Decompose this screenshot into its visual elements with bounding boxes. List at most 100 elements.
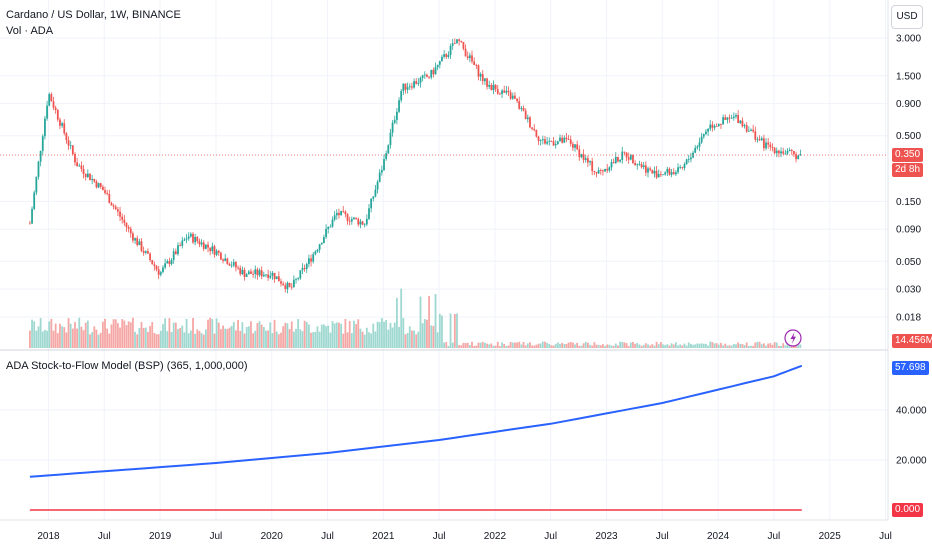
volume-bar [207,319,209,348]
candle [698,137,701,152]
candle [305,262,308,274]
volume-bar [136,334,139,348]
candle [737,110,740,124]
candle [584,154,587,163]
volume-bar [739,343,742,348]
candle [224,253,227,262]
volume-bar [267,330,270,348]
indicator-legend[interactable]: ADA Stock-to-Flow Model (BSP) (365, 1,00… [6,360,248,372]
candle [91,174,94,185]
candle [735,112,737,119]
volume-bar [406,333,409,348]
candle [496,85,499,95]
time-axis-labels[interactable]: 2018 Jul 2019 Jul 2020 Jul 2021 Jul 2022 Jul 2023 J… [37,531,892,542]
volume-bar [408,326,411,348]
volume-bar [350,333,353,348]
candle [116,206,119,217]
candle [775,147,778,158]
candle [292,275,295,289]
candle [612,158,615,164]
volume-bar [709,341,712,348]
volume-bar [531,345,533,348]
volume-bar [758,341,761,348]
candle [413,78,415,89]
volume-bar [634,343,637,348]
volume-bar [797,342,800,348]
candle [404,83,407,94]
currency-button[interactable]: USD [891,5,923,29]
volume-bar [140,322,143,348]
candle [747,126,750,132]
candle [174,248,177,255]
volume-bar [297,318,300,348]
candle [65,132,68,144]
volume-bar [595,344,598,348]
volume-bar [286,323,289,348]
candle [793,150,795,157]
price-tick-label: 0.018 [896,313,921,324]
candle [250,268,252,275]
volume-bar [451,342,454,348]
candle [140,238,143,253]
volume-bar [574,344,576,348]
candle [589,160,591,166]
candle [282,281,285,286]
candle [48,92,51,107]
candle [142,246,145,256]
candle [760,136,763,142]
volume-bar [677,345,679,348]
candle [237,265,239,271]
volume-bar [56,333,59,348]
time-tick-label: 2020 [261,531,284,542]
volume-bar [674,342,677,348]
volume-bar [365,327,368,348]
volume-bar [666,344,669,348]
candle [421,74,424,82]
candle [372,195,375,202]
candle [640,161,643,169]
candle [713,124,716,131]
candle [520,105,523,112]
candle [243,267,246,281]
candle [39,150,42,167]
candle [346,213,349,225]
candle [33,190,36,211]
volume-bar [715,343,718,348]
candle [773,146,776,155]
volume-bar [499,346,501,348]
volume-bar [743,345,746,348]
candle [428,75,430,80]
candle [655,166,658,180]
price-axis-labels[interactable]: 3.000 1.500 0.900 0.500 0.150 0.090 0.050 0.030… [896,34,927,467]
volume-legend[interactable]: Vol · ADA [6,25,54,37]
volume-bar [683,343,686,348]
candle [183,237,186,241]
candle [187,232,190,241]
candle [700,132,703,144]
volume-bar [696,343,699,348]
candle [363,223,366,228]
candle [492,80,495,95]
volume-bar [168,318,171,348]
volume-bar [668,345,671,348]
candle [177,242,179,256]
volume-bar [662,344,664,348]
candle [436,64,439,71]
candle [453,38,456,45]
candle [614,152,617,164]
candle [653,166,656,178]
volume-bar [316,326,319,348]
candle [662,174,664,176]
candle [61,121,63,128]
lightning-icon[interactable] [784,329,802,347]
symbol-title[interactable]: Cardano / US Dollar, 1W, BINANCE [6,9,181,21]
volume-bar [292,331,295,348]
volume-bar [617,345,619,348]
volume-bar [612,345,615,348]
candle [597,167,600,175]
volume-bar [445,342,448,348]
volume-bar [346,332,349,348]
volume-bar [144,327,147,348]
volume-bar [453,314,456,348]
candle [340,210,342,216]
